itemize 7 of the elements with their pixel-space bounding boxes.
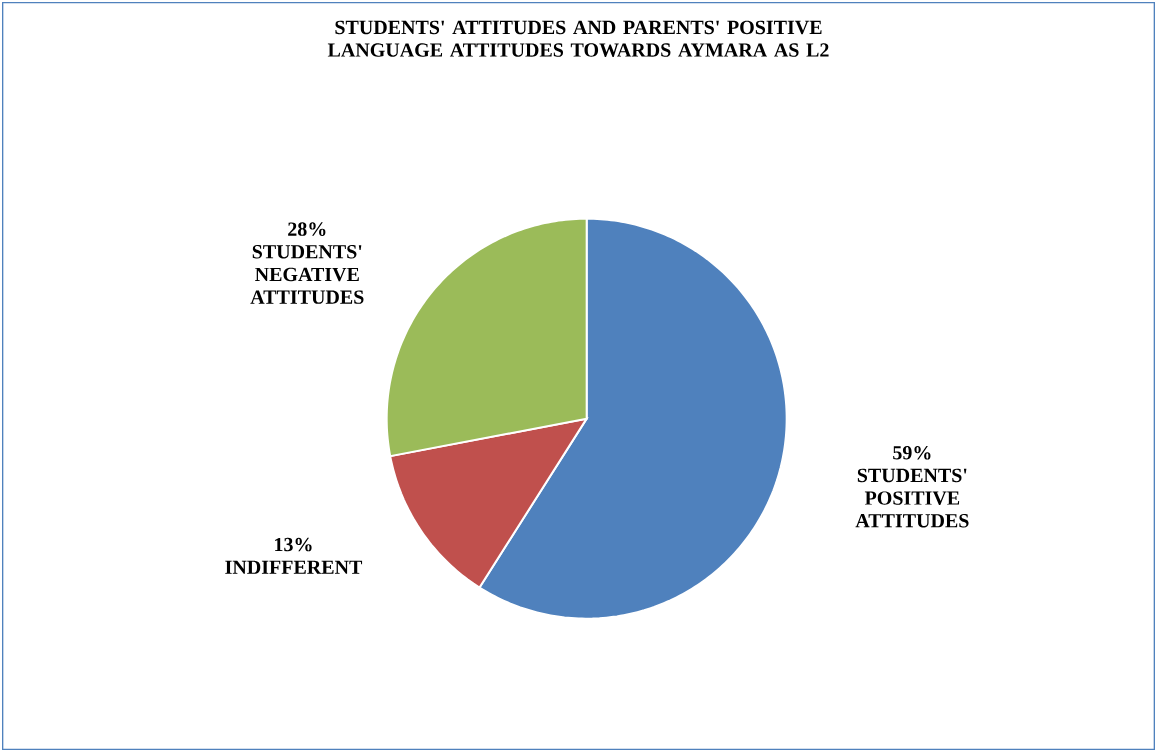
slice-label: STUDENTS' POSITIVE ATTITUDES: [855, 468, 969, 528]
data-label: 59%: [893, 445, 931, 460]
slice-label: STUDENTS' NEGATIVE ATTITUDES: [250, 245, 364, 304]
slice-label: INDIFFERENT: [225, 560, 363, 574]
data-label: 13%: [275, 537, 312, 552]
chart-title: STUDENTS' ATTITUDES AND PARENTS' POSITIVE LANGUAGE ATTITUDES TOWARDS AYMARA AS L2: [327, 20, 829, 57]
data-label: 28%: [288, 222, 326, 236]
